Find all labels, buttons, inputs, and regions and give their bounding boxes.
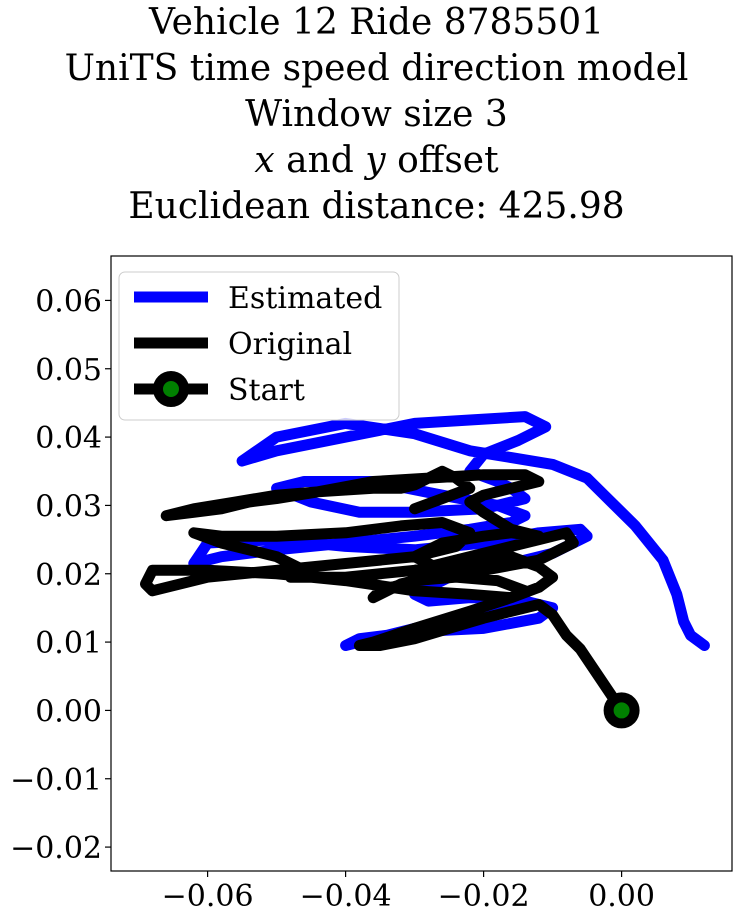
title-line-3: Window size 3 [245,94,508,135]
y-tick-label: −0.02 [10,831,102,866]
y-tick-label: 0.02 [35,558,102,593]
title-line-1: Vehicle 12 Ride 8785501 [148,2,605,43]
title-line-2: UniTS time speed direction model [64,48,689,89]
y-tick-label: −0.01 [10,763,102,798]
x-tick-label: 0.00 [588,879,655,914]
legend-box [118,271,400,421]
chart-title: Vehicle 12 Ride 8785501 UniTS time speed… [0,0,753,230]
title-line-4: x and y offset [0,138,753,184]
y-tick-label: 0.06 [35,284,102,319]
title-line-5: Euclidean distance: 425.98 [128,186,625,227]
legend-label-original: Original [228,327,352,362]
y-tick-label: 0.04 [35,421,102,456]
y-tick-label: 0.05 [35,353,102,388]
legend-start-marker [153,371,189,407]
ticks-layer: −0.06 −0.04 −0.02 0.00 −0.02 −0.01 0.00 0.01 0.0… [10,284,655,914]
series-layer [140,411,710,729]
title-x-italic: x [254,140,275,181]
x-tick-label: −0.04 [300,879,392,914]
title-y-italic: y [365,140,386,181]
x-tick-label: −0.02 [438,879,530,914]
y-tick-label: 0.00 [35,694,102,729]
title-end: offset [385,140,499,181]
series-line-original [140,465,628,716]
legend: Estimated Original Start [118,271,400,421]
x-tick-label: −0.06 [162,879,254,914]
y-tick-label: 0.01 [35,626,102,661]
y-tick-label: 0.03 [35,489,102,524]
axes-frame [110,255,733,872]
legend-label-start: Start [228,373,305,408]
start-marker [603,692,640,729]
legend-label-estimated: Estimated [228,281,382,316]
title-mid: and [274,140,366,181]
